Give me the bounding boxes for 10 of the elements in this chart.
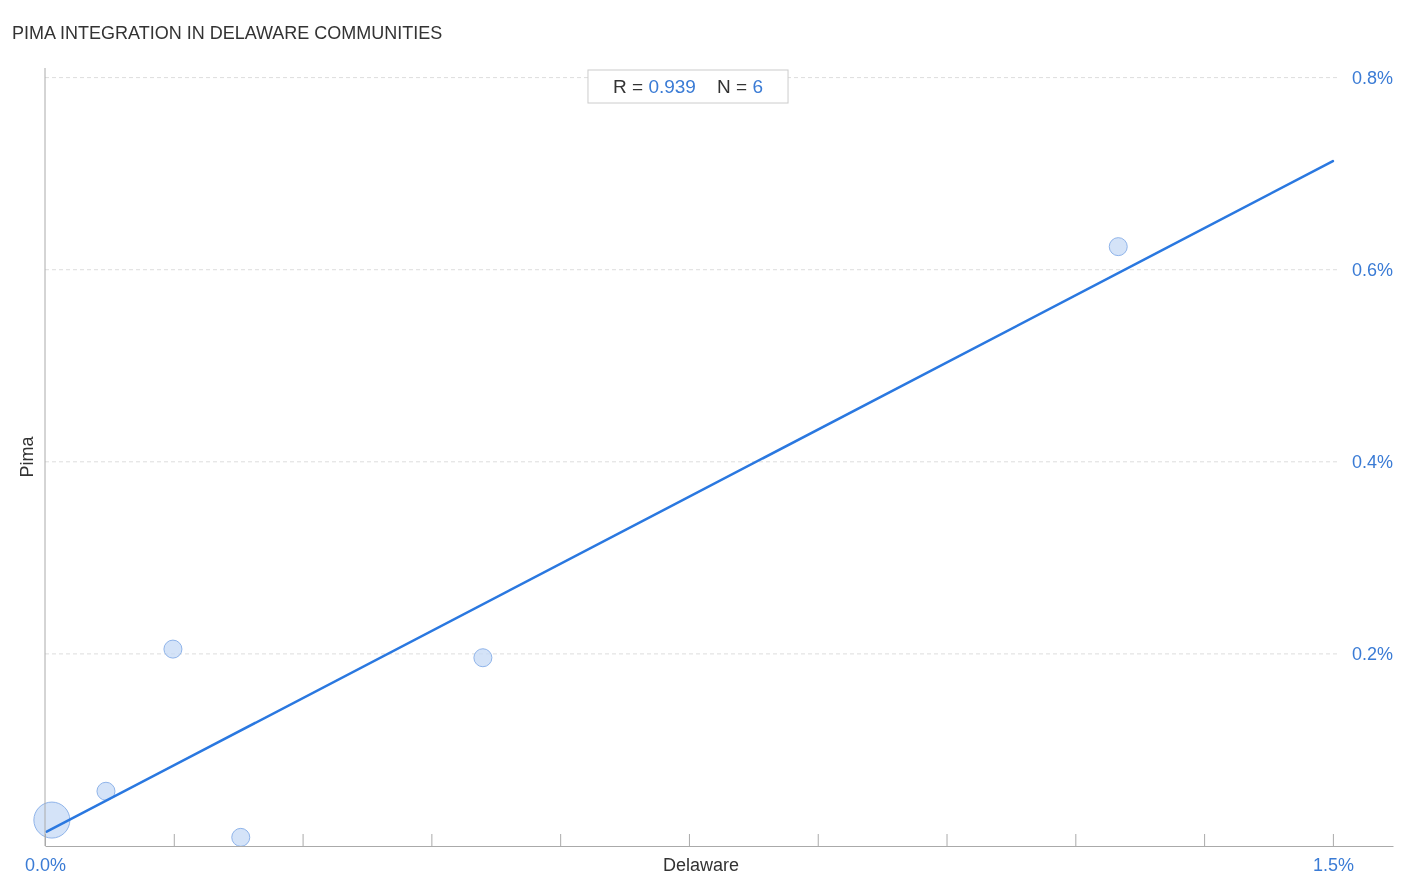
y-axis-title: Pima xyxy=(17,435,37,478)
chart-title: PIMA INTEGRATION IN DELAWARE COMMUNITIES xyxy=(12,23,443,43)
x-tick-label: 1.5% xyxy=(1312,854,1354,875)
y-tick-label: 0.6% xyxy=(1351,259,1393,280)
x-tick-label: 0.0% xyxy=(24,854,67,875)
y-tick-label: 0.8% xyxy=(1351,67,1393,88)
annotation: R = 0.939 N = 6 xyxy=(612,76,764,97)
y-tick-label: 0.4% xyxy=(1351,452,1393,473)
x-axis-title: Delaware xyxy=(662,855,740,875)
y-tick-label: 0.2% xyxy=(1351,644,1393,665)
